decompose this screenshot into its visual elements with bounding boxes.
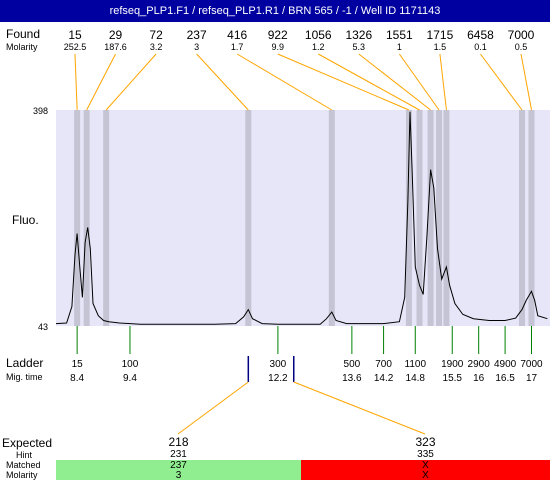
peak-leader-line [105, 53, 157, 111]
ladder-time-label: 14.8 [406, 373, 426, 384]
found-molarity-label: 1.5 [434, 42, 447, 52]
peak-band [528, 110, 535, 326]
found-molarity-label: 0.1 [474, 42, 487, 52]
expected-matched-1: 237 [170, 460, 187, 471]
peak-leader-line [277, 53, 410, 111]
ladder-time-label: 16 [473, 373, 485, 384]
found-molarity-label: 3 [194, 42, 199, 52]
expected-molarity-1: 3 [175, 470, 182, 481]
peak-band [74, 110, 81, 326]
found-size-label: 1551 [386, 28, 413, 42]
matched-label: Matched [6, 460, 41, 470]
ladder-size-label: 700 [375, 359, 392, 370]
y-tick-label-bottom: 43 [38, 322, 48, 332]
plot-area [56, 110, 550, 326]
molarity-label: Molarity [6, 42, 38, 52]
peak-band [83, 110, 90, 326]
peak-band [443, 110, 450, 326]
expected-leader-line [293, 381, 426, 435]
peak-band [427, 110, 434, 326]
expected-hint-1: 231 [170, 449, 187, 460]
peak-band [103, 110, 110, 326]
found-label: Found [6, 27, 41, 41]
found-size-label: 1056 [305, 28, 332, 42]
expected-matched-2: X [422, 460, 429, 471]
found-size-label: 15 [68, 28, 82, 42]
ladder-size-label: 300 [270, 359, 287, 370]
ladder-time-label: 17 [526, 373, 538, 384]
ladder-size-label: 2900 [468, 359, 491, 370]
peak-band [245, 110, 252, 326]
found-molarity-label: 1.2 [312, 42, 325, 52]
expected-leader-line [177, 381, 249, 435]
found-molarity-label: 1.7 [231, 42, 244, 52]
peak-leader-line [439, 53, 447, 111]
found-size-label: 1326 [345, 28, 372, 42]
match-bar-unmatched [301, 460, 550, 480]
peak-leader-line [520, 53, 532, 111]
peak-leader-line [318, 53, 420, 111]
found-size-label: 922 [268, 28, 288, 42]
peak-leader-line [236, 53, 333, 111]
expected-molarity-2: X [422, 470, 429, 481]
peak-band [436, 110, 443, 326]
found-size-label: 7000 [508, 28, 535, 42]
mig-time-label: Mig. time [6, 372, 43, 382]
found-size-label: 6458 [467, 28, 494, 42]
ladder-time-label: 8.4 [70, 373, 84, 384]
found-molarity-label: 0.5 [515, 42, 528, 52]
expected-size-2: 323 [415, 435, 436, 449]
found-size-label: 416 [227, 28, 247, 42]
expected-hint-2: 335 [417, 449, 434, 460]
ladder-size-label: 1900 [441, 359, 464, 370]
found-molarity-label: 9.9 [271, 42, 284, 52]
peak-band [518, 110, 525, 326]
ladder-time-label: 16.5 [495, 373, 515, 384]
ladder-size-label: 4900 [494, 359, 517, 370]
peak-leader-line [196, 53, 249, 111]
peak-leader-line [358, 53, 431, 111]
y-tick-label-top: 398 [33, 106, 48, 116]
window-title: refseq_PLP1.F1 / refseq_PLP1.R1 / BRN 56… [0, 0, 550, 22]
peak-band [416, 110, 423, 326]
peak-leader-line [480, 53, 523, 111]
ladder-size-label: 7000 [520, 359, 543, 370]
found-size-label: 72 [149, 28, 163, 42]
ladder-size-label: 1100 [405, 359, 427, 370]
ladder-time-label: 13.6 [342, 373, 362, 384]
expected-size-1: 218 [168, 435, 189, 449]
found-molarity-label: 252.5 [64, 42, 87, 52]
expected-label: Expected [2, 436, 53, 450]
ladder-time-label: 9.4 [123, 373, 137, 384]
found-molarity-label: 1 [397, 42, 402, 52]
match-bar-matched [56, 460, 301, 480]
ladder-time-label: 12.2 [268, 373, 288, 384]
found-size-label: 1715 [427, 28, 454, 42]
ladder-size-label: 15 [72, 359, 84, 370]
found-molarity-label: 5.3 [353, 42, 366, 52]
peak-band [328, 110, 335, 326]
peak-leader-line [74, 53, 78, 111]
ladder-label: Ladder [6, 356, 44, 370]
ladder-time-label: 15.5 [443, 373, 463, 384]
ladder-size-label: 500 [344, 359, 361, 370]
hint-label: Hint [16, 450, 33, 460]
molarity-row-label: Molarity [6, 470, 38, 480]
peak-leader-line [398, 53, 440, 111]
fluorescence-trace [55, 111, 548, 325]
peak-leader-line [86, 53, 116, 111]
ladder-time-label: 14.2 [374, 373, 394, 384]
y-axis-label: Fluo. [12, 213, 39, 227]
ladder-size-label: 100 [122, 359, 139, 370]
found-size-label: 29 [109, 28, 123, 42]
found-molarity-label: 3.2 [150, 42, 163, 52]
found-size-label: 237 [187, 28, 207, 42]
peak-band [405, 110, 412, 326]
found-molarity-label: 187.6 [104, 42, 127, 52]
